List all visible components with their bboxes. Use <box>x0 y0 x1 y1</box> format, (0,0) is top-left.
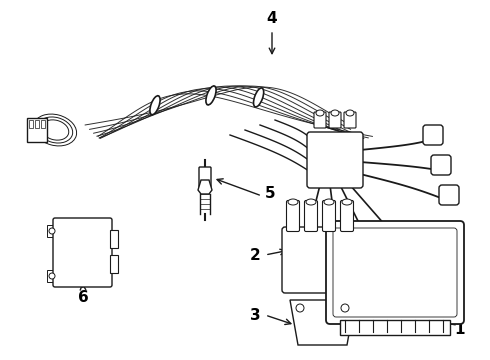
FancyBboxPatch shape <box>287 201 299 231</box>
Circle shape <box>49 228 55 234</box>
Text: 3: 3 <box>250 307 260 323</box>
FancyBboxPatch shape <box>326 221 464 324</box>
Bar <box>110 230 118 248</box>
Bar <box>110 255 118 273</box>
Text: 4: 4 <box>267 10 277 26</box>
Circle shape <box>341 304 349 312</box>
FancyBboxPatch shape <box>329 112 341 128</box>
Bar <box>35 120 39 128</box>
Text: 1: 1 <box>455 323 465 338</box>
FancyBboxPatch shape <box>439 185 459 205</box>
FancyBboxPatch shape <box>307 132 363 188</box>
FancyBboxPatch shape <box>314 112 326 128</box>
Bar <box>47 270 57 282</box>
Bar <box>29 120 33 128</box>
Ellipse shape <box>342 199 352 205</box>
Ellipse shape <box>150 96 160 115</box>
FancyBboxPatch shape <box>199 167 211 191</box>
FancyBboxPatch shape <box>431 155 451 175</box>
Text: 6: 6 <box>77 291 88 306</box>
Polygon shape <box>198 180 212 194</box>
Ellipse shape <box>316 110 324 116</box>
FancyBboxPatch shape <box>304 201 318 231</box>
FancyBboxPatch shape <box>282 227 368 293</box>
Bar <box>365 240 377 280</box>
Ellipse shape <box>206 86 216 105</box>
Circle shape <box>49 273 55 279</box>
Ellipse shape <box>253 88 264 107</box>
Text: 5: 5 <box>265 185 275 201</box>
Ellipse shape <box>346 110 354 116</box>
Bar <box>41 120 45 128</box>
FancyBboxPatch shape <box>344 112 356 128</box>
Bar <box>47 225 57 237</box>
Ellipse shape <box>288 199 298 205</box>
Ellipse shape <box>324 199 334 205</box>
Text: 2: 2 <box>249 248 260 262</box>
Ellipse shape <box>331 110 339 116</box>
FancyBboxPatch shape <box>333 228 457 317</box>
Bar <box>27 118 47 142</box>
Bar <box>340 320 450 335</box>
FancyBboxPatch shape <box>53 218 112 287</box>
Ellipse shape <box>306 199 316 205</box>
Circle shape <box>296 304 304 312</box>
FancyBboxPatch shape <box>341 201 353 231</box>
FancyBboxPatch shape <box>423 125 443 145</box>
FancyBboxPatch shape <box>322 201 336 231</box>
Polygon shape <box>290 300 355 345</box>
